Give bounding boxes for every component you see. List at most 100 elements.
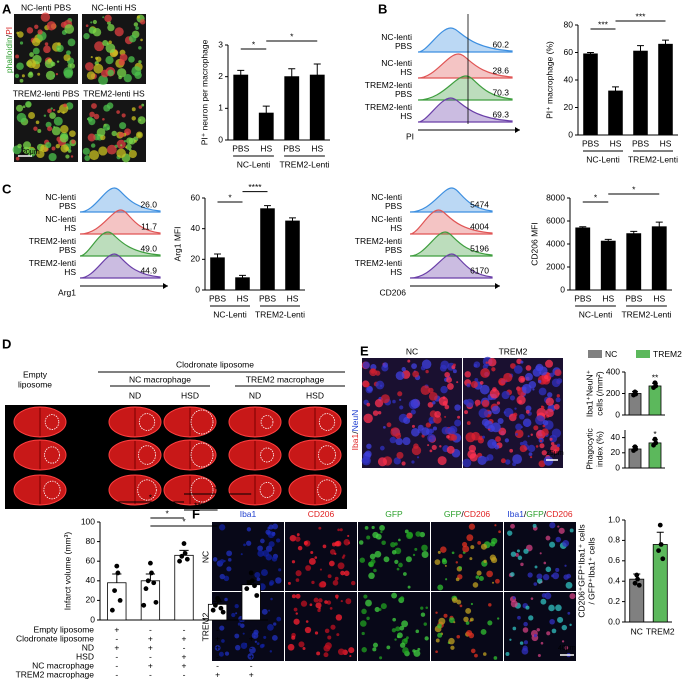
y-axis-label: CD206⁺GFP⁺Iba1⁺ cells — [576, 524, 586, 617]
micrograph-cell — [318, 526, 322, 530]
micrograph-cell — [375, 380, 385, 390]
micrograph-cell — [520, 562, 524, 567]
micrograph-cell — [505, 652, 510, 656]
micrograph-cell — [295, 536, 301, 542]
histogram — [417, 97, 513, 123]
micrograph-cell — [498, 377, 506, 386]
micrograph-cell — [519, 441, 524, 446]
micrograph-cell — [67, 149, 72, 153]
condition-mark: - — [216, 660, 219, 670]
infarct-outline — [318, 445, 336, 465]
y-tick-label: 0.6 — [608, 555, 620, 565]
micrograph-cell — [406, 636, 409, 640]
y-tick-label: 40 — [86, 575, 96, 585]
micrograph-cell — [135, 131, 143, 139]
row-label: TREM2 — [200, 612, 210, 641]
stain-label: Iba1/NeuN — [350, 410, 360, 451]
histogram — [79, 187, 161, 213]
data-point — [182, 550, 188, 556]
micrograph-cell — [261, 643, 265, 648]
micrograph-cell — [90, 56, 93, 59]
micrograph-cell — [514, 429, 524, 439]
micrograph-cell — [324, 600, 328, 604]
micrograph-cell — [60, 124, 69, 134]
sample-label: TREM2-lenti — [355, 236, 402, 246]
significance-label: * — [182, 516, 186, 526]
micrograph-cell — [131, 116, 136, 121]
micrograph-cell — [515, 433, 518, 436]
micrograph-cell — [394, 542, 398, 546]
micrograph-cell — [91, 103, 97, 109]
micrograph-cell — [440, 385, 448, 394]
micrograph-cell — [90, 21, 93, 24]
micrograph-cell — [522, 645, 528, 651]
micrograph-cell — [116, 139, 126, 149]
sample-label: HS — [64, 223, 76, 233]
data-point — [114, 563, 120, 569]
condition-mark: + — [215, 669, 220, 679]
micrograph-cell — [329, 549, 336, 555]
micrograph-cell — [433, 415, 442, 424]
micrograph-cell — [223, 575, 230, 582]
group-label: TREM2-Lenti — [279, 159, 329, 169]
x-tick-label: PBS — [574, 293, 591, 303]
diet-label: ND — [129, 390, 141, 400]
micrograph-cell — [452, 363, 456, 367]
micrograph-cell — [390, 541, 396, 548]
micrograph-cell — [26, 59, 36, 69]
y-tick-label: 6000 — [546, 215, 565, 225]
micrograph-cell — [273, 622, 277, 626]
micrograph-cell — [438, 617, 446, 625]
micrograph-cell — [128, 149, 137, 159]
histogram — [409, 231, 493, 257]
micrograph-cell — [370, 559, 376, 564]
micrograph-cell — [377, 457, 388, 467]
micrograph-cell — [394, 559, 399, 564]
data-point — [651, 442, 656, 448]
micrograph-cell — [535, 445, 539, 448]
micrograph-cell — [343, 539, 350, 546]
micrograph-cell — [464, 410, 469, 415]
micrograph-cell — [63, 103, 67, 108]
bar — [174, 554, 194, 621]
micrograph-cell — [368, 572, 375, 580]
group-label: TREM2-Lenti — [255, 309, 305, 319]
micrograph-cell — [447, 382, 454, 390]
scale-bar-label: 20μm — [22, 149, 40, 156]
micrograph-cell — [328, 560, 335, 567]
micrograph-cell — [420, 385, 431, 395]
x-tick-label: PBS — [625, 293, 642, 303]
micrograph-cell — [295, 612, 298, 615]
micrograph-cell — [270, 597, 273, 601]
micrograph-cell — [83, 32, 90, 40]
micrograph-cell — [374, 398, 384, 408]
condition-mark: + — [249, 633, 254, 643]
micrograph-cell — [85, 24, 89, 28]
micrograph-cell — [305, 620, 309, 623]
micrograph-cell — [456, 381, 459, 384]
micrograph-cell — [95, 56, 102, 62]
micrograph-cell — [22, 105, 26, 109]
micrograph-cell — [89, 111, 95, 118]
flow-axis-label: CD206 — [380, 287, 407, 297]
micrograph-cell — [434, 559, 441, 566]
y-tick-label: 0 — [218, 134, 223, 144]
sample-label: TREM2-lenti — [29, 236, 76, 246]
micrograph-cell — [219, 573, 225, 580]
error-bar — [604, 238, 612, 242]
condition-mark: - — [183, 669, 186, 679]
micrograph-cell — [256, 642, 260, 646]
x-tick-label: HS — [660, 138, 672, 148]
micrograph-cell — [335, 594, 339, 599]
sample-label: PBS — [385, 201, 402, 211]
significance-label: * — [166, 508, 170, 518]
micrograph-cell — [336, 633, 340, 637]
channel-label-part: GFP — [444, 509, 462, 519]
micrograph-cell — [295, 578, 300, 582]
micrograph-cell — [544, 592, 552, 600]
micrograph-cell — [316, 651, 321, 656]
micrograph-cell — [401, 461, 406, 466]
data-point — [244, 586, 250, 592]
y-axis-label: PI⁺ macrophage (%) — [544, 41, 554, 119]
micrograph-cell — [425, 606, 429, 609]
